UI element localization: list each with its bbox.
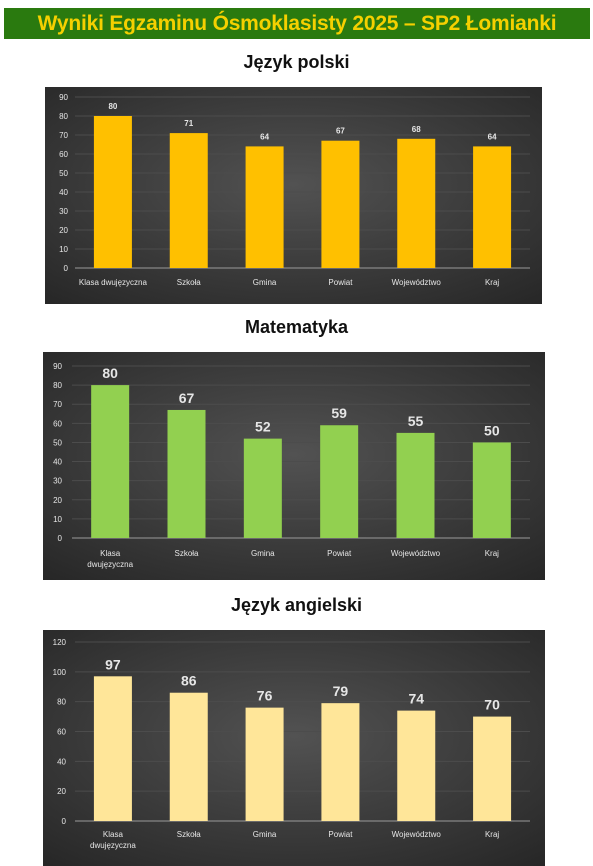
chart-matematyka: 0 10 20 30 40 50 60 70 80 90 80 Klasa dwujęzyczna 67 S… — [43, 352, 545, 580]
bar — [243, 438, 282, 538]
x-tick-label: Powiat — [328, 830, 353, 839]
y-tick-label: 90 — [59, 93, 68, 102]
x-tick-label: dwujęzyczna — [87, 560, 133, 569]
data-label: 71 — [184, 119, 193, 128]
y-tick-label: 60 — [53, 419, 62, 428]
chart-polski: 0 10 20 30 40 50 60 70 80 90 80 Klasa dwujęzyczna 71… — [45, 87, 542, 304]
bar — [93, 116, 132, 268]
bar — [93, 676, 132, 821]
x-tick-label: Klasa — [100, 549, 121, 558]
x-tick-label: Gmina — [253, 830, 277, 839]
chart-angielski: 0 20 40 60 80 100 120 97 Klasa dwujęzyczna 86 Szkoł… — [43, 630, 545, 866]
data-label: 59 — [331, 405, 347, 421]
bar — [245, 707, 284, 821]
x-tick-label: Gmina — [253, 278, 277, 287]
y-tick-label: 40 — [53, 458, 62, 467]
chart-title-polski: Język polski — [243, 52, 350, 72]
bar — [321, 703, 360, 821]
y-tick-label: 20 — [59, 226, 68, 235]
data-label: 80 — [108, 102, 117, 111]
y-tick-label: 30 — [53, 477, 62, 486]
x-tick-label: Województwo — [392, 830, 442, 839]
data-label: 80 — [102, 365, 118, 381]
bar — [245, 146, 284, 268]
data-label: 55 — [408, 413, 424, 429]
y-tick-label: 0 — [62, 817, 67, 826]
bar — [396, 432, 435, 538]
y-tick-label: 60 — [57, 728, 66, 737]
y-tick-label: 0 — [64, 264, 69, 273]
y-tick-label: 10 — [59, 245, 68, 254]
data-label: 67 — [179, 390, 195, 406]
x-tick-label: Klasa — [103, 830, 124, 839]
y-tick-label: 90 — [53, 362, 62, 371]
data-label: 52 — [255, 419, 271, 435]
page-title: Wyniki Egzaminu Ósmoklasisty 2025 – SP2 … — [37, 12, 557, 35]
bar — [321, 140, 360, 268]
y-tick-label: 20 — [53, 496, 62, 505]
y-tick-label: 30 — [59, 207, 68, 216]
bar — [320, 425, 359, 538]
y-tick-label: 80 — [59, 112, 68, 121]
y-tick-label: 120 — [53, 638, 67, 647]
bar — [167, 409, 206, 538]
x-tick-label: Szkoła — [177, 278, 202, 287]
data-label: 70 — [484, 697, 500, 713]
y-tick-label: 40 — [59, 188, 68, 197]
y-tick-label: 80 — [53, 381, 62, 390]
bar — [397, 710, 436, 821]
x-tick-label: Województwo — [391, 549, 441, 558]
x-tick-label: Województwo — [392, 278, 442, 287]
y-tick-label: 40 — [57, 757, 66, 766]
x-tick-label: Gmina — [251, 549, 275, 558]
bar — [472, 442, 511, 538]
title-banner: Wyniki Egzaminu Ósmoklasisty 2025 – SP2 … — [4, 8, 590, 39]
y-tick-label: 70 — [53, 400, 62, 409]
y-tick-label: 20 — [57, 787, 66, 796]
y-tick-label: 50 — [59, 169, 68, 178]
bar — [169, 692, 208, 821]
bar — [169, 133, 208, 268]
chart-title-matematyka: Matematyka — [244, 317, 349, 337]
y-tick-label: 100 — [53, 668, 67, 677]
data-label: 50 — [484, 422, 500, 438]
bar — [397, 138, 436, 268]
data-label: 64 — [488, 132, 497, 141]
x-tick-label: Powiat — [328, 278, 353, 287]
data-label: 76 — [257, 688, 273, 704]
data-label: 97 — [105, 656, 121, 672]
data-label: 67 — [336, 127, 345, 136]
bar — [473, 716, 512, 821]
y-tick-label: 50 — [53, 438, 62, 447]
bar — [473, 146, 512, 268]
y-tick-label: 0 — [58, 534, 63, 543]
x-tick-label: Kraj — [485, 278, 499, 287]
data-label: 74 — [408, 691, 424, 707]
x-tick-label: Szkoła — [177, 830, 202, 839]
x-tick-label: Szkoła — [174, 549, 199, 558]
y-tick-label: 70 — [59, 131, 68, 140]
y-tick-label: 10 — [53, 515, 62, 524]
y-tick-label: 60 — [59, 150, 68, 159]
x-tick-label: dwujęzyczna — [90, 841, 136, 850]
x-tick-label: Kraj — [485, 549, 499, 558]
x-tick-label: Klasa dwujęzyczna — [79, 278, 148, 287]
data-label: 79 — [333, 683, 349, 699]
y-tick-label: 80 — [57, 698, 66, 707]
chart-title-angielski: Język angielski — [230, 595, 363, 615]
data-label: 86 — [181, 673, 197, 689]
x-tick-label: Kraj — [485, 830, 499, 839]
data-label: 64 — [260, 132, 269, 141]
bar — [91, 385, 130, 538]
x-tick-label: Powiat — [327, 549, 352, 558]
data-label: 68 — [412, 125, 421, 134]
